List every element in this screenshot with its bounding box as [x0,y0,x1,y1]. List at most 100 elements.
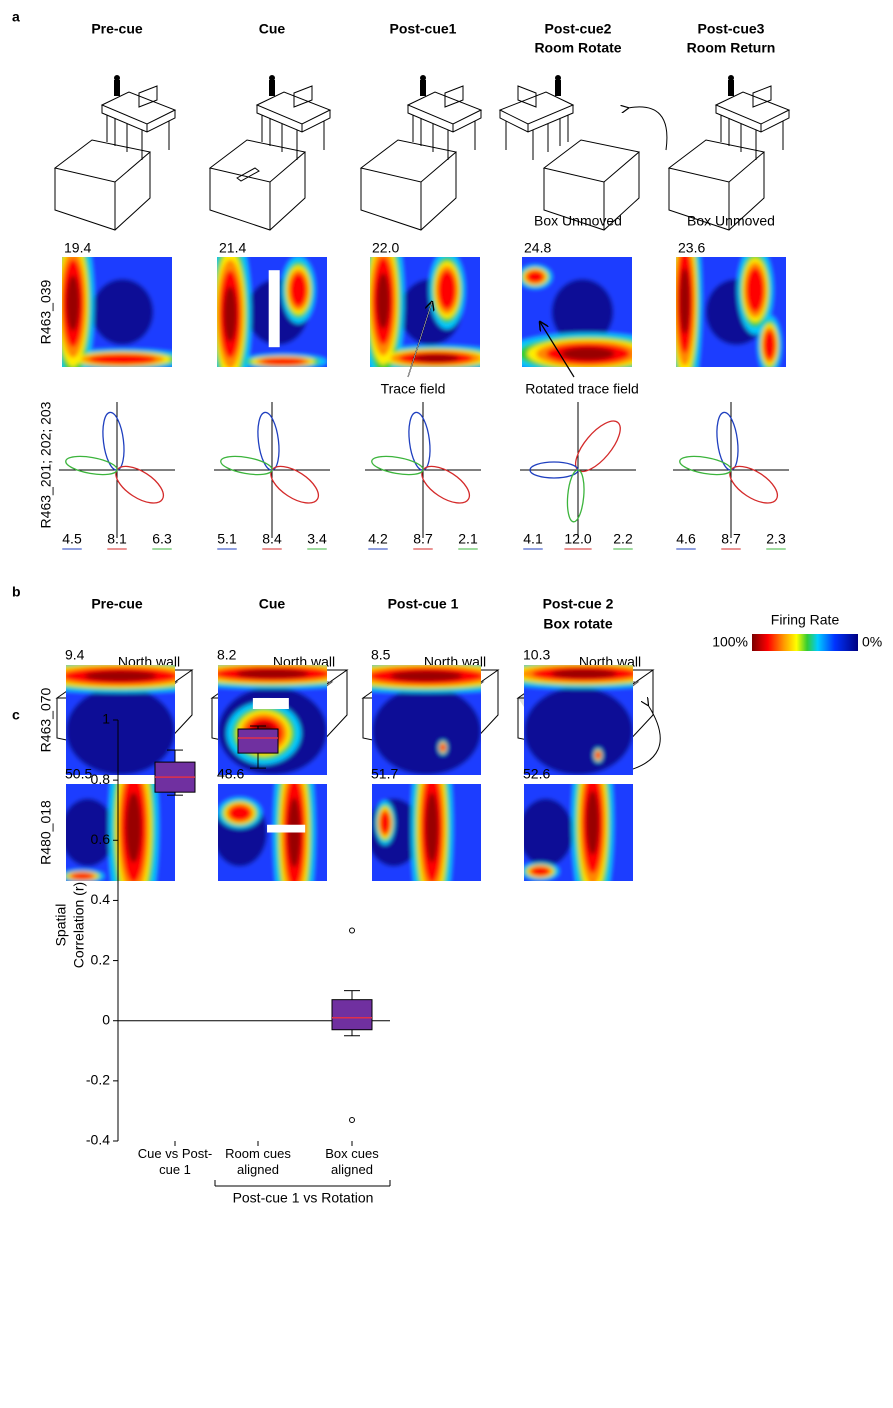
map-field [586,790,600,855]
map-low [66,687,175,775]
sketch [720,115,784,160]
polar-lobe [408,411,431,471]
map-field [526,270,544,283]
polar-lobe [566,469,585,523]
peak-rate: 9.4 [65,647,85,663]
sketch [208,139,307,183]
map-field [561,347,615,361]
polar-peak: 8.7 [413,531,433,547]
map-field [746,267,765,313]
map-low [66,798,116,867]
map-field [84,670,157,682]
sketch [138,85,158,108]
column-title: Pre-cue [91,21,143,37]
box-note: Box Unmoved [534,213,622,229]
map-field [66,275,80,331]
rate-map-fill [66,784,175,881]
panel-label: b [12,584,21,600]
rate-map-fill [524,784,633,881]
box-note: Box Unmoved [687,213,775,229]
box [331,999,373,1031]
sketch [542,139,641,183]
sketch-fill [269,75,275,81]
polar-peak: 8.7 [721,531,741,547]
sketch [444,85,464,108]
column-title: Cue [259,596,286,612]
outlier [349,927,355,934]
rotation-arrow [628,107,668,151]
peak-rate: 19.4 [64,240,91,256]
polar-peak: 8.4 [262,531,282,547]
column-title: Post-cue 1 [388,596,459,612]
colorbar-max: 100% [712,634,748,650]
rate-map [676,257,786,367]
map-field [531,866,550,876]
rate-map-fill [676,257,786,367]
y-tick-label: -0.4 [86,1132,110,1148]
panel-label: a [12,9,20,25]
map-field [440,743,446,752]
rate-map [62,257,172,367]
rate-map [372,784,481,881]
polar-lobe [257,411,280,471]
polar-lobe [679,455,732,476]
map-field [595,751,601,759]
x-tick-label: Room cues aligned [225,1146,291,1177]
sketch [236,167,260,182]
rate-map-fill [62,257,172,367]
polar-peak: 3.4 [307,531,327,547]
sketch-fill [114,75,120,81]
sketch [209,152,306,231]
annotation-arrow [540,322,575,378]
column-title: Room Rotate [534,40,621,56]
sketch [360,152,457,231]
sketch [256,105,331,133]
annotation-arrow-halo [407,301,433,378]
column-title: Pre-cue [91,596,143,612]
map-field [228,805,251,821]
rate-map [522,257,632,367]
outlier [349,1116,355,1123]
polar-peak: 4.6 [676,531,696,547]
peak-rate: 8.2 [217,647,237,663]
annotation: Trace field [381,381,446,397]
map-low [372,687,481,775]
polar-lobe [270,465,320,504]
sketch-fill [269,80,275,96]
peak-rate: 23.6 [678,240,705,256]
sketch-fill [114,80,120,96]
colorbar [752,634,858,651]
rate-map [372,665,481,775]
polar-peak: 4.1 [523,531,543,547]
sketch [101,105,176,133]
peak-rate: 52.6 [523,766,550,782]
sketch-fill [728,75,734,81]
rate-map [66,784,175,881]
box [237,728,279,754]
column-title: Post-cue2 [545,21,612,37]
sketch [505,115,569,160]
y-tick-label: 0.6 [91,831,111,847]
y-tick-label: 0.2 [91,951,111,967]
sketch [412,115,476,160]
polar-peak: 2.3 [766,531,786,547]
y-tick-label: 1 [102,711,110,727]
sketch [715,105,790,133]
peak-rate: 10.3 [523,647,550,663]
map-field [236,669,309,679]
sketch [667,139,766,183]
colorbar-min: 0% [862,634,882,650]
polar-lobe [716,411,739,471]
polar-peak: 12.0 [564,531,591,547]
polar-lobe [115,465,165,504]
y-axis-label: Spatial [53,904,69,947]
polar-peak: 8.1 [107,531,127,547]
map-field [125,792,142,863]
sketch-fill [555,80,561,96]
sketch-fill [555,75,561,81]
sketch [53,139,152,183]
map-field [290,273,307,307]
polar-lobe [65,455,118,476]
sketch [359,139,458,183]
